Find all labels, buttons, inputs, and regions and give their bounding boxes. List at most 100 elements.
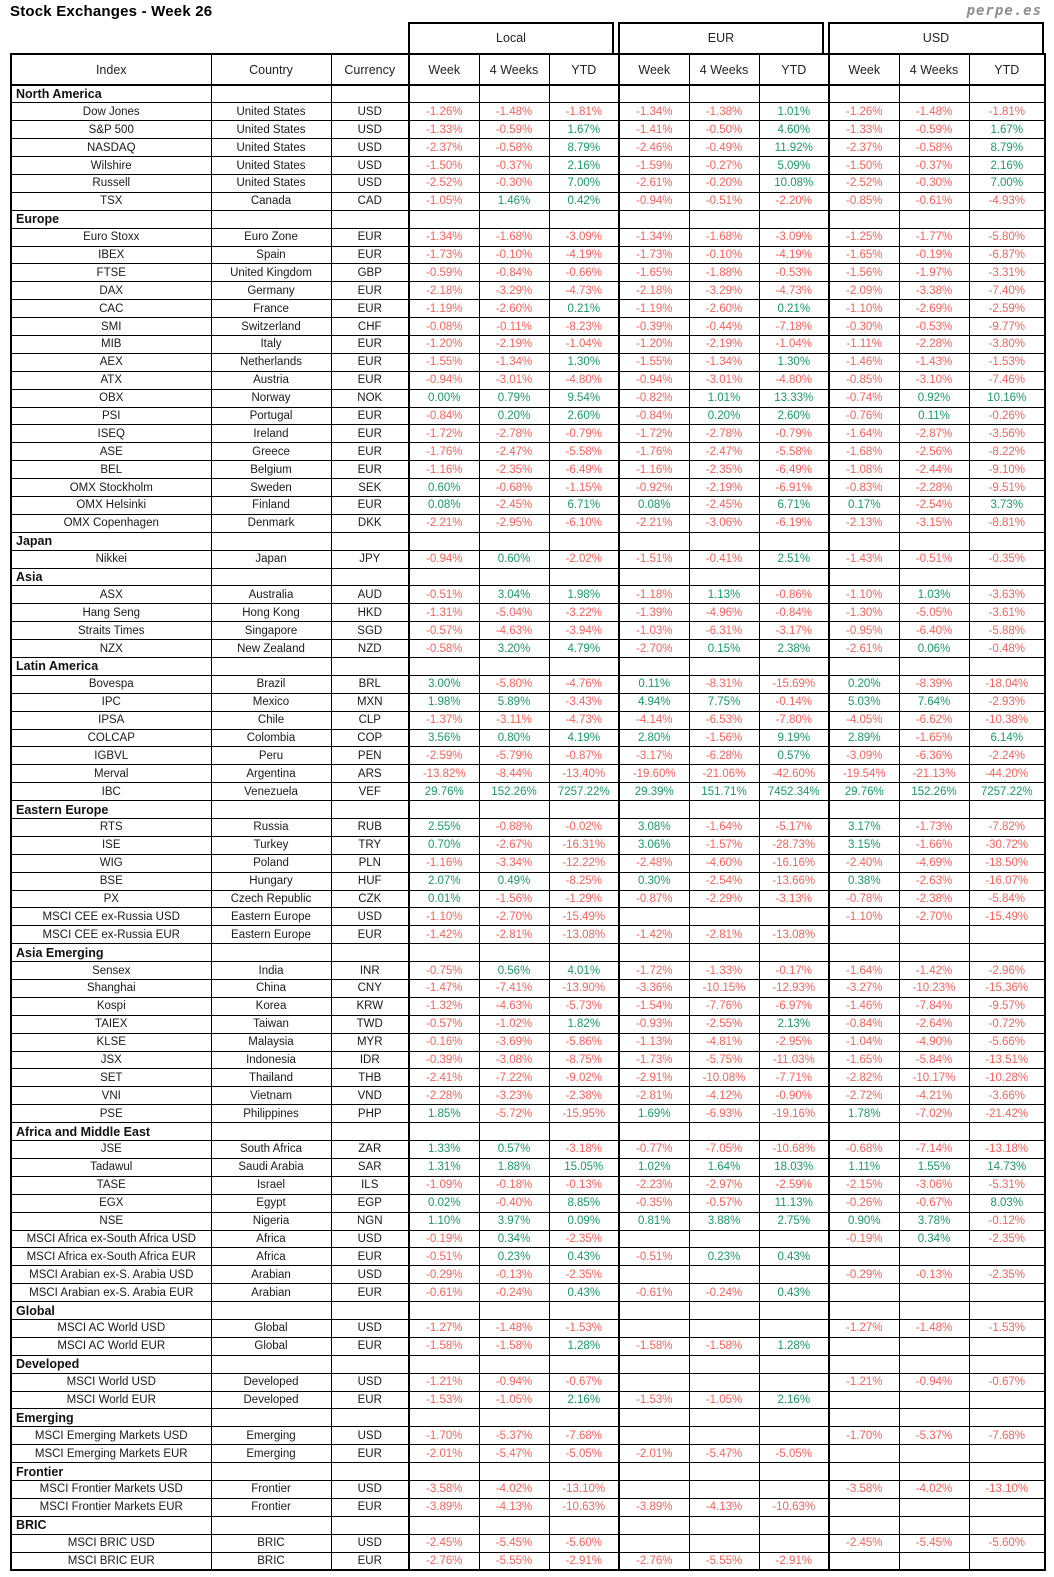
- table-row: WIG Poland PLN -1.16% -3.34% -12.22% -2.48% -4.…: [10, 853, 1046, 873]
- country-cell: Russia: [210, 818, 332, 837]
- value-cell: -4.63%: [478, 996, 550, 1016]
- value-cell: -0.84%: [478, 263, 550, 283]
- currency-cell: THB: [330, 1068, 410, 1088]
- table-row: MSCI CEE ex-Russia USD Eastern Europe USD -…: [10, 907, 1046, 927]
- value-cell: -2.28%: [408, 1086, 480, 1106]
- value-cell: -4.60%: [688, 853, 760, 873]
- value-cell: -5.47%: [688, 1444, 760, 1464]
- value-cell: -0.08%: [408, 317, 480, 336]
- value-cell: -0.57%: [408, 621, 480, 641]
- table-row: NSE Nigeria NGN 1.10% 3.97% 0.09% 0.81% 3.88% 2.…: [10, 1211, 1046, 1231]
- value-cell: -4.73%: [548, 710, 620, 730]
- value-cell: -2.46%: [618, 138, 690, 158]
- value-cell: -3.06%: [688, 513, 760, 533]
- value-cell: 0.57%: [478, 1140, 550, 1159]
- col-header-4weeks-local: 4 Weeks: [478, 53, 550, 86]
- value-cell: -1.46%: [828, 352, 900, 372]
- table-row: MSCI Frontier Markets USD Frontier USD -3.5…: [10, 1479, 1046, 1499]
- section-cell: [210, 84, 332, 104]
- value-cell: 2.80%: [618, 728, 690, 748]
- country-cell: Malaysia: [210, 1032, 332, 1052]
- section-label: Japan: [10, 531, 212, 551]
- table-row: Kospi Korea KRW -1.32% -4.63% -5.73% -1.54% -7.…: [10, 996, 1046, 1016]
- country-cell: Arabian: [210, 1265, 332, 1285]
- index-cell: Shanghai: [10, 979, 212, 998]
- table-row: PSI Portugal EUR -0.84% 0.20% 2.60% -0.84% 0.20…: [10, 406, 1046, 426]
- index-cell: ASE: [10, 442, 212, 462]
- value-cell: -2.15%: [828, 1175, 900, 1195]
- value-cell: -3.89%: [408, 1497, 480, 1517]
- value-cell: -1.15%: [548, 478, 620, 497]
- value-cell: -0.79%: [548, 424, 620, 444]
- value-cell: 0.15%: [688, 639, 760, 658]
- value-cell: -1.18%: [618, 585, 690, 605]
- index-cell: BSE: [10, 871, 212, 891]
- stock-table: Index Country Currency Week 4 Weeks YTD …: [10, 53, 1046, 1571]
- value-cell: -1.64%: [828, 961, 900, 981]
- value-cell: -8.44%: [478, 764, 550, 784]
- value-cell: -3.63%: [968, 585, 1046, 605]
- value-cell: -6.40%: [898, 621, 970, 641]
- section-cell: [330, 1301, 410, 1320]
- value-cell: -0.90%: [758, 1086, 830, 1106]
- value-cell: -1.30%: [828, 603, 900, 623]
- section-cell: [828, 1408, 900, 1428]
- value-cell: -0.35%: [968, 549, 1046, 569]
- country-cell: Venezuela: [210, 782, 332, 802]
- col-header-week-local: Week: [408, 53, 480, 86]
- value-cell: -2.61%: [618, 173, 690, 193]
- value-cell: [688, 1533, 760, 1553]
- value-cell: -0.84%: [618, 406, 690, 426]
- value-cell: 1.01%: [688, 388, 760, 408]
- currency-cell: CHF: [330, 317, 410, 336]
- section-cell: [898, 1122, 970, 1142]
- value-cell: -1.02%: [478, 1014, 550, 1034]
- value-cell: 7257.22%: [548, 782, 620, 802]
- value-cell: -0.58%: [898, 138, 970, 158]
- value-cell: [688, 1229, 760, 1249]
- section-cell: [758, 531, 830, 551]
- index-cell: MSCI Emerging Markets EUR: [10, 1444, 212, 1464]
- section-cell: [758, 1122, 830, 1142]
- index-cell: MSCI BRIC USD: [10, 1533, 212, 1553]
- currency-cell: EUR: [330, 334, 410, 354]
- index-cell: DAX: [10, 281, 212, 301]
- value-cell: -5.31%: [968, 1175, 1046, 1195]
- value-cell: -5.55%: [478, 1551, 550, 1571]
- currency-cell: EUR: [330, 424, 410, 444]
- value-cell: -13.08%: [548, 925, 620, 945]
- country-cell: Chile: [210, 710, 332, 730]
- value-cell: 2.60%: [758, 406, 830, 426]
- section-label: North America: [10, 84, 212, 104]
- value-cell: -7.40%: [968, 281, 1046, 301]
- value-cell: 0.20%: [688, 406, 760, 426]
- value-cell: -0.57%: [688, 1193, 760, 1213]
- value-cell: -1.73%: [408, 245, 480, 265]
- country-cell: Denmark: [210, 513, 332, 533]
- value-cell: 0.60%: [478, 549, 550, 569]
- section-cell: [688, 657, 760, 676]
- section-cell: [330, 209, 410, 229]
- value-cell: -2.23%: [618, 1175, 690, 1195]
- value-cell: 0.21%: [548, 299, 620, 319]
- value-cell: -3.66%: [968, 1086, 1046, 1106]
- value-cell: -13.51%: [968, 1050, 1046, 1070]
- currency-cell: USD: [330, 1426, 410, 1446]
- value-cell: 3.20%: [478, 639, 550, 658]
- value-cell: -7.14%: [898, 1140, 970, 1159]
- section-cell: [898, 943, 970, 963]
- table-row: Shanghai China CNY -1.47% -7.41% -13.90% -3.36…: [10, 979, 1046, 998]
- value-cell: 1.88%: [478, 1157, 550, 1177]
- index-cell: VNI: [10, 1086, 212, 1106]
- value-cell: -6.19%: [758, 513, 830, 533]
- index-cell: AEX: [10, 352, 212, 372]
- section-cell: [330, 1462, 410, 1481]
- value-cell: -2.72%: [828, 1086, 900, 1106]
- value-cell: -1.20%: [618, 334, 690, 354]
- value-cell: -2.61%: [828, 639, 900, 658]
- index-cell: OMX Copenhagen: [10, 513, 212, 533]
- value-cell: -2.93%: [968, 692, 1046, 712]
- section-cell: [688, 209, 760, 229]
- value-cell: -1.65%: [618, 263, 690, 283]
- value-cell: 0.43%: [758, 1283, 830, 1303]
